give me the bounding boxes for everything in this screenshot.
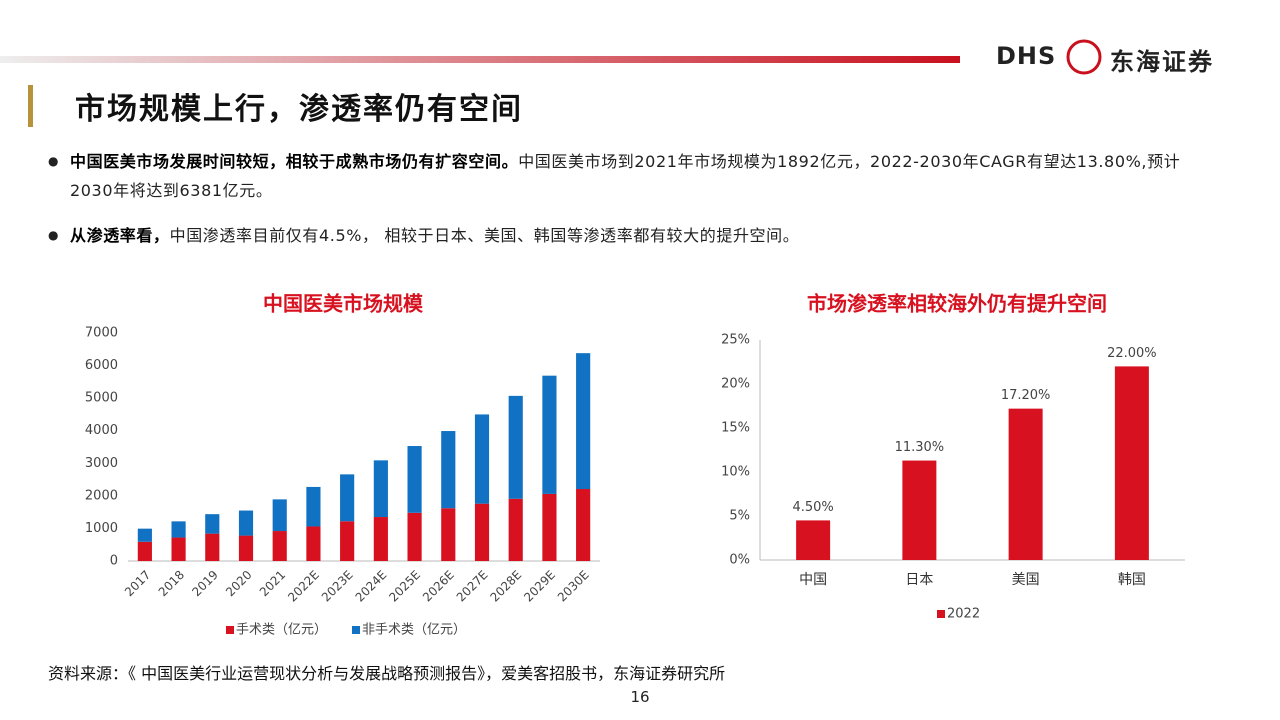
bar: [205, 514, 220, 534]
bar: [542, 493, 557, 561]
bullet-bold: 从渗透率看，: [70, 226, 170, 245]
x-tick-label: 2029E: [521, 568, 558, 605]
bar: [340, 521, 355, 561]
legend-marker: [226, 626, 234, 634]
bar: [441, 431, 456, 509]
bar: [474, 414, 490, 504]
x-tick-label: 2020: [223, 568, 254, 599]
legend-marker: [937, 610, 945, 618]
bar: [902, 460, 937, 560]
bar: [441, 508, 456, 561]
bar: [407, 512, 422, 561]
y-tick-label: 25%: [721, 333, 750, 348]
y-tick-label: 0: [110, 554, 118, 569]
x-tick-label: 韩国: [1118, 572, 1146, 588]
bar: [137, 541, 152, 561]
x-tick-label: 2028E: [487, 568, 524, 605]
bar: [205, 533, 220, 561]
source: 资料来源：《 中国医美行业运营现状分析与发展战略预测报告》，爱美客招股书，东海证…: [48, 664, 726, 683]
legend-label: 手术类（亿元）: [236, 623, 327, 638]
x-tick-label: 2026E: [420, 568, 457, 605]
y-tick-label: 5000: [85, 391, 118, 406]
title-accent: [28, 85, 33, 127]
bar: [576, 353, 591, 490]
y-tick-label: 4000: [85, 423, 118, 438]
chart-title: 市场渗透率相较海外仍有提升空间: [807, 292, 1107, 316]
bar: [171, 521, 186, 538]
legend-label: 非手术类（亿元）: [362, 623, 466, 638]
x-tick-label: 2030E: [555, 568, 592, 605]
bullet: 从渗透率看，中国渗透率目前仅有4.5%， 相较于日本、美国、韩国等渗透率都有较大…: [48, 221, 1220, 250]
bar: [373, 517, 388, 561]
value-label: 4.50%: [792, 500, 833, 515]
y-tick-label: 2000: [85, 488, 118, 503]
y-tick-label: 0%: [729, 553, 750, 568]
legend-label: 2022: [947, 607, 980, 622]
bar: [508, 395, 523, 499]
y-tick-label: 15%: [721, 421, 750, 436]
bar: [1008, 408, 1043, 560]
x-tick-label: 2021: [257, 568, 288, 599]
x-tick-label: 日本: [905, 572, 933, 588]
y-tick-label: 1000: [85, 521, 118, 536]
x-tick-label: 2022E: [285, 568, 322, 605]
bar: [272, 499, 287, 532]
y-tick-label: 3000: [85, 456, 118, 471]
bullet-bold: 中国医美市场发展时间较短，相较于成熟市场仍有扩容空间。: [70, 152, 519, 171]
value-label: 22.00%: [1107, 346, 1157, 361]
bar: [238, 510, 254, 536]
bar: [306, 526, 321, 561]
bar: [407, 446, 422, 513]
value-label: 11.30%: [895, 440, 945, 455]
x-tick-label: 美国: [1012, 572, 1040, 588]
bar: [542, 375, 557, 494]
y-tick-label: 10%: [721, 465, 750, 480]
logo-cn: 东海证券: [1110, 48, 1214, 76]
bar: [340, 474, 355, 522]
y-tick-label: 20%: [721, 377, 750, 392]
x-tick-label: 2019: [189, 568, 220, 599]
x-tick-label: 2025E: [386, 568, 423, 605]
x-tick-label: 2017: [122, 568, 153, 599]
bullet-text: 中国医美市场到2021年市场规模为1892亿元，2022-2030年CAGR有望…: [70, 152, 1181, 200]
bar: [137, 528, 152, 542]
bar: [171, 537, 186, 561]
x-tick-label: 2023E: [319, 568, 356, 605]
slide-title: 市场规模上行，渗透率仍有空间: [75, 92, 523, 127]
x-tick-label: 2027E: [454, 568, 491, 605]
bar: [474, 503, 490, 561]
bar: [373, 460, 388, 518]
bar: [272, 531, 287, 561]
bar: [796, 520, 831, 560]
x-tick-label: 2024E: [353, 568, 390, 605]
y-tick-label: 6000: [85, 358, 118, 373]
y-tick-label: 7000: [85, 326, 118, 341]
x-tick-label: 中国: [799, 572, 827, 588]
page-number: 16: [630, 688, 650, 706]
bar: [576, 489, 591, 561]
logo-icon: [1066, 39, 1102, 75]
header-bar: [0, 56, 960, 63]
x-tick-label: 2018: [156, 568, 187, 599]
chart-title: 中国医美市场规模: [263, 292, 424, 316]
bullet-text: 中国渗透率目前仅有4.5%， 相较于日本、美国、韩国等渗透率都有较大的提升空间。: [169, 226, 800, 245]
bar: [238, 535, 254, 561]
value-label: 17.20%: [1001, 388, 1051, 403]
bar: [508, 498, 523, 561]
bar: [306, 486, 321, 527]
logo-en: DHS: [996, 42, 1057, 70]
y-tick-label: 5%: [729, 509, 750, 524]
legend-marker: [352, 626, 360, 634]
bar: [1114, 366, 1149, 560]
bullet: 中国医美市场发展时间较短，相较于成熟市场仍有扩容空间。中国医美市场到2021年市…: [48, 147, 1220, 205]
